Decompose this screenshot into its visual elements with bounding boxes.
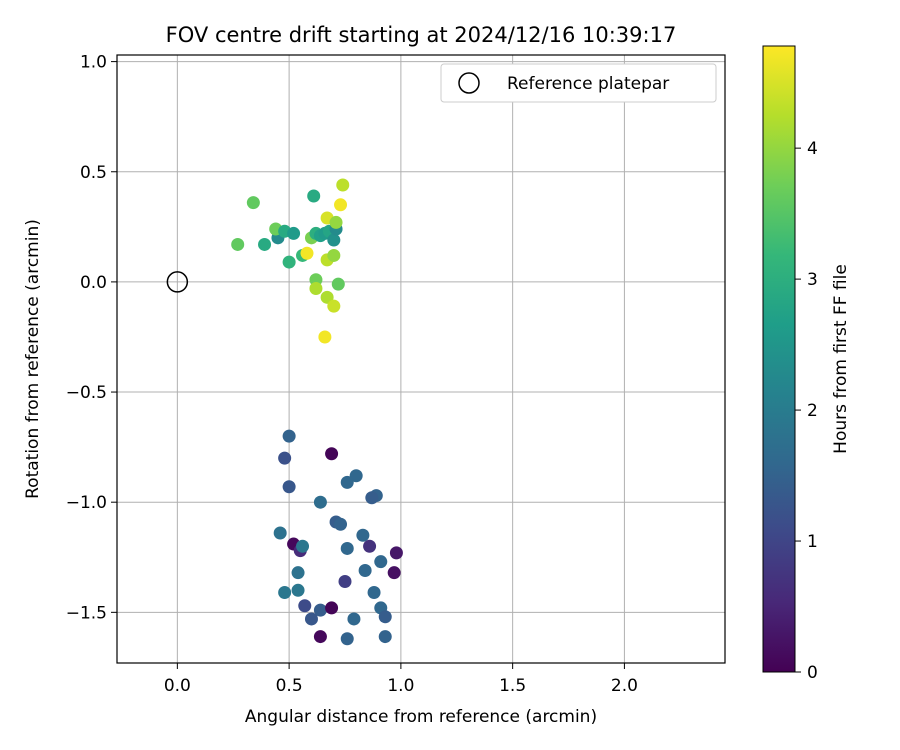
data-point bbox=[325, 601, 339, 615]
chart-title: FOV centre drift starting at 2024/12/16 … bbox=[166, 23, 677, 47]
data-point bbox=[349, 469, 363, 483]
data-point bbox=[313, 603, 327, 617]
data-point bbox=[291, 566, 305, 580]
data-points bbox=[231, 178, 403, 646]
data-point bbox=[278, 586, 292, 600]
data-point bbox=[389, 546, 403, 560]
data-point bbox=[358, 563, 372, 577]
data-point bbox=[282, 429, 296, 443]
data-point bbox=[273, 526, 287, 540]
legend: Reference platepar bbox=[440, 63, 717, 103]
y-tick-label: −1.5 bbox=[66, 603, 107, 623]
x-axis-ticks: 0.0 0.5 1.0 1.5 2.0 bbox=[164, 663, 638, 696]
colorbar-tick-label: 4 bbox=[807, 139, 818, 159]
data-point bbox=[304, 612, 318, 626]
data-point bbox=[307, 189, 321, 203]
data-point bbox=[318, 330, 332, 344]
data-point bbox=[313, 495, 327, 509]
data-point bbox=[327, 299, 341, 313]
data-point bbox=[231, 237, 245, 251]
data-point bbox=[282, 480, 296, 494]
data-point bbox=[365, 491, 379, 505]
data-point bbox=[334, 198, 348, 212]
x-axis-label: Angular distance from reference (arcmin) bbox=[245, 707, 597, 727]
x-tick-label: 0.5 bbox=[276, 676, 303, 696]
data-point bbox=[334, 517, 348, 531]
y-tick-label: −1.0 bbox=[66, 493, 107, 513]
data-point bbox=[387, 566, 401, 580]
data-point bbox=[300, 246, 314, 260]
y-tick-label: 0.0 bbox=[80, 273, 107, 293]
data-point bbox=[356, 528, 370, 542]
data-point bbox=[258, 237, 272, 251]
data-point bbox=[327, 233, 341, 247]
y-tick-label: −0.5 bbox=[66, 383, 107, 403]
legend-marker-icon bbox=[458, 72, 480, 94]
data-point bbox=[340, 541, 354, 555]
y-axis-ticks: −1.5 −1.0 −0.5 0.0 0.5 1.0 bbox=[66, 53, 117, 623]
y-tick-label: 0.5 bbox=[80, 163, 107, 183]
legend-box bbox=[440, 63, 717, 103]
data-point bbox=[246, 196, 260, 210]
data-point bbox=[340, 475, 354, 489]
colorbar-ticks: 0 1 2 3 4 bbox=[795, 139, 818, 683]
data-point bbox=[313, 630, 327, 644]
y-tick-label: 1.0 bbox=[80, 53, 107, 73]
data-point bbox=[320, 290, 334, 304]
colorbar-tick-label: 0 bbox=[807, 663, 818, 683]
data-point bbox=[325, 447, 339, 461]
colorbar-label: Hours from first FF file bbox=[831, 264, 851, 454]
legend-label: Reference platepar bbox=[507, 74, 669, 94]
data-point bbox=[309, 282, 323, 296]
data-point bbox=[296, 539, 310, 553]
grid bbox=[117, 55, 725, 663]
x-tick-label: 1.0 bbox=[387, 676, 414, 696]
data-point bbox=[278, 451, 292, 465]
data-point bbox=[327, 248, 341, 262]
x-tick-label: 1.5 bbox=[499, 676, 526, 696]
colorbar bbox=[762, 45, 796, 673]
data-point bbox=[331, 277, 345, 291]
data-point bbox=[367, 586, 381, 600]
data-point bbox=[378, 610, 392, 624]
reference-platepar-marker bbox=[166, 271, 189, 293]
data-point bbox=[374, 555, 388, 569]
y-axis-label: Rotation from reference (arcmin) bbox=[23, 219, 43, 499]
data-point bbox=[378, 630, 392, 644]
plot-frame bbox=[116, 54, 726, 664]
data-point bbox=[291, 583, 305, 597]
data-point bbox=[298, 599, 312, 613]
colorbar-tick-label: 1 bbox=[807, 532, 818, 552]
colorbar-tick-label: 2 bbox=[807, 401, 818, 421]
x-tick-label: 0.0 bbox=[164, 676, 191, 696]
data-point bbox=[336, 178, 350, 192]
data-point bbox=[340, 632, 354, 646]
data-point bbox=[282, 255, 296, 269]
data-point bbox=[347, 612, 361, 626]
data-point bbox=[329, 215, 343, 229]
colorbar-tick-label: 3 bbox=[807, 270, 818, 290]
x-tick-label: 2.0 bbox=[611, 676, 638, 696]
data-point bbox=[338, 574, 352, 588]
data-point bbox=[287, 226, 301, 240]
data-point bbox=[363, 539, 377, 553]
